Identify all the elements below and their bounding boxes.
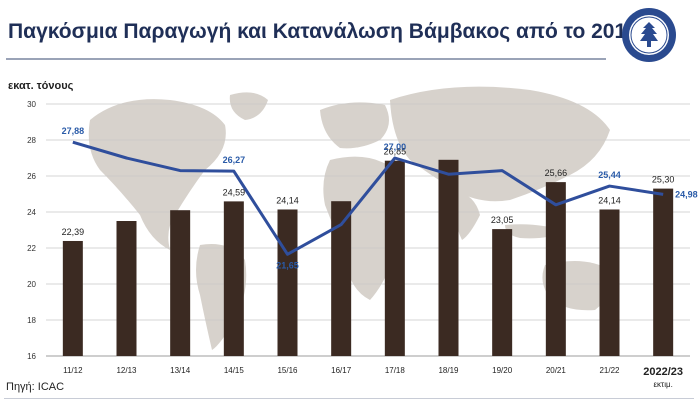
x-tick-label: 14/15 bbox=[224, 366, 245, 375]
gridlines bbox=[46, 103, 690, 357]
production-bar bbox=[653, 188, 674, 356]
x-tick-label: 11/12 bbox=[63, 366, 83, 375]
line-value-label: 24,98 bbox=[675, 189, 698, 199]
map-india bbox=[454, 190, 480, 240]
x-tick-label: 15/16 bbox=[277, 366, 298, 375]
bar-value-label: 25,66 bbox=[545, 168, 568, 178]
map-north-america bbox=[88, 99, 226, 250]
map-europe bbox=[320, 102, 389, 149]
production-bar bbox=[223, 201, 244, 356]
x-tick-label: 12/13 bbox=[116, 366, 137, 375]
production-bar bbox=[62, 240, 83, 356]
production-bar bbox=[170, 210, 191, 356]
production-bar bbox=[492, 229, 513, 356]
source-note: Πηγή: ICAC bbox=[6, 381, 65, 393]
y-tick-label: 28 bbox=[27, 136, 36, 145]
consumption-line-path bbox=[72, 140, 664, 256]
line-value-label: 21,65 bbox=[276, 260, 299, 270]
line-value-label: 25,44 bbox=[598, 170, 621, 180]
x-tick-label: 18/19 bbox=[438, 366, 459, 375]
line-value-label: 27,88 bbox=[62, 126, 85, 136]
bar-value-label: 25,30 bbox=[652, 175, 675, 185]
bar-value-label: 22,39 bbox=[62, 227, 85, 237]
production-bar bbox=[277, 209, 298, 356]
bar-value-label: 24,14 bbox=[276, 195, 299, 205]
map-greenland bbox=[229, 92, 268, 120]
production-bar bbox=[116, 221, 137, 356]
map-africa bbox=[323, 156, 404, 300]
x-tick-label: 17/18 bbox=[385, 366, 406, 375]
line-value-label: 26,27 bbox=[223, 155, 246, 165]
y-tick-label: 16 bbox=[27, 352, 36, 361]
y-tick-label: 30 bbox=[27, 100, 36, 109]
title-divider bbox=[6, 58, 606, 60]
y-tick-label: 24 bbox=[27, 208, 36, 217]
bar-value-label: 24,14 bbox=[598, 195, 621, 205]
line-value-label: 27,00 bbox=[384, 142, 407, 152]
x-axis-ticks: 11/12 12/13 13/14 14/15 15/16 16/17 17/18 18/19… bbox=[63, 366, 683, 389]
chart-title: Παγκόσμια Παραγωγή και Κατανάλωση Βάμβακ… bbox=[8, 20, 666, 43]
x-tick-label: 20/21 bbox=[546, 366, 567, 375]
bar-value-label: 26,85 bbox=[384, 147, 407, 157]
x-tick-label: 16/17 bbox=[331, 366, 352, 375]
production-bars bbox=[62, 159, 674, 356]
bar-value-label: 23,05 bbox=[491, 215, 514, 225]
bremen-cotton-exchange-logo bbox=[622, 8, 676, 62]
consumption-line bbox=[72, 140, 664, 256]
x-tick-label: 19/20 bbox=[492, 366, 513, 375]
y-tick-label: 26 bbox=[27, 172, 36, 181]
x-tick-label: 13/14 bbox=[170, 366, 191, 375]
data-labels: 22,39 24,59 24,14 26,85 23,05 25,66 24,14 25,30… bbox=[62, 126, 698, 270]
x-tick-label: 21/22 bbox=[599, 366, 620, 375]
production-bar bbox=[599, 209, 620, 356]
y-axis-unit-label: εκατ. τόνους bbox=[8, 80, 74, 92]
y-tick-label: 22 bbox=[27, 244, 36, 253]
y-axis-ticks: 16 18 20 22 24 26 28 30 bbox=[27, 100, 36, 361]
bottom-divider bbox=[4, 398, 694, 399]
production-bar bbox=[545, 182, 566, 356]
bar-value-label: 24,59 bbox=[223, 187, 246, 197]
production-bar bbox=[384, 160, 405, 356]
y-tick-label: 18 bbox=[27, 316, 36, 325]
x-tick-note-estimate: εκτιμ. bbox=[653, 380, 672, 389]
x-tick-label: 2022/23 bbox=[643, 366, 683, 378]
y-tick-label: 20 bbox=[27, 280, 36, 289]
production-bar bbox=[438, 159, 459, 356]
production-bar bbox=[331, 201, 352, 356]
